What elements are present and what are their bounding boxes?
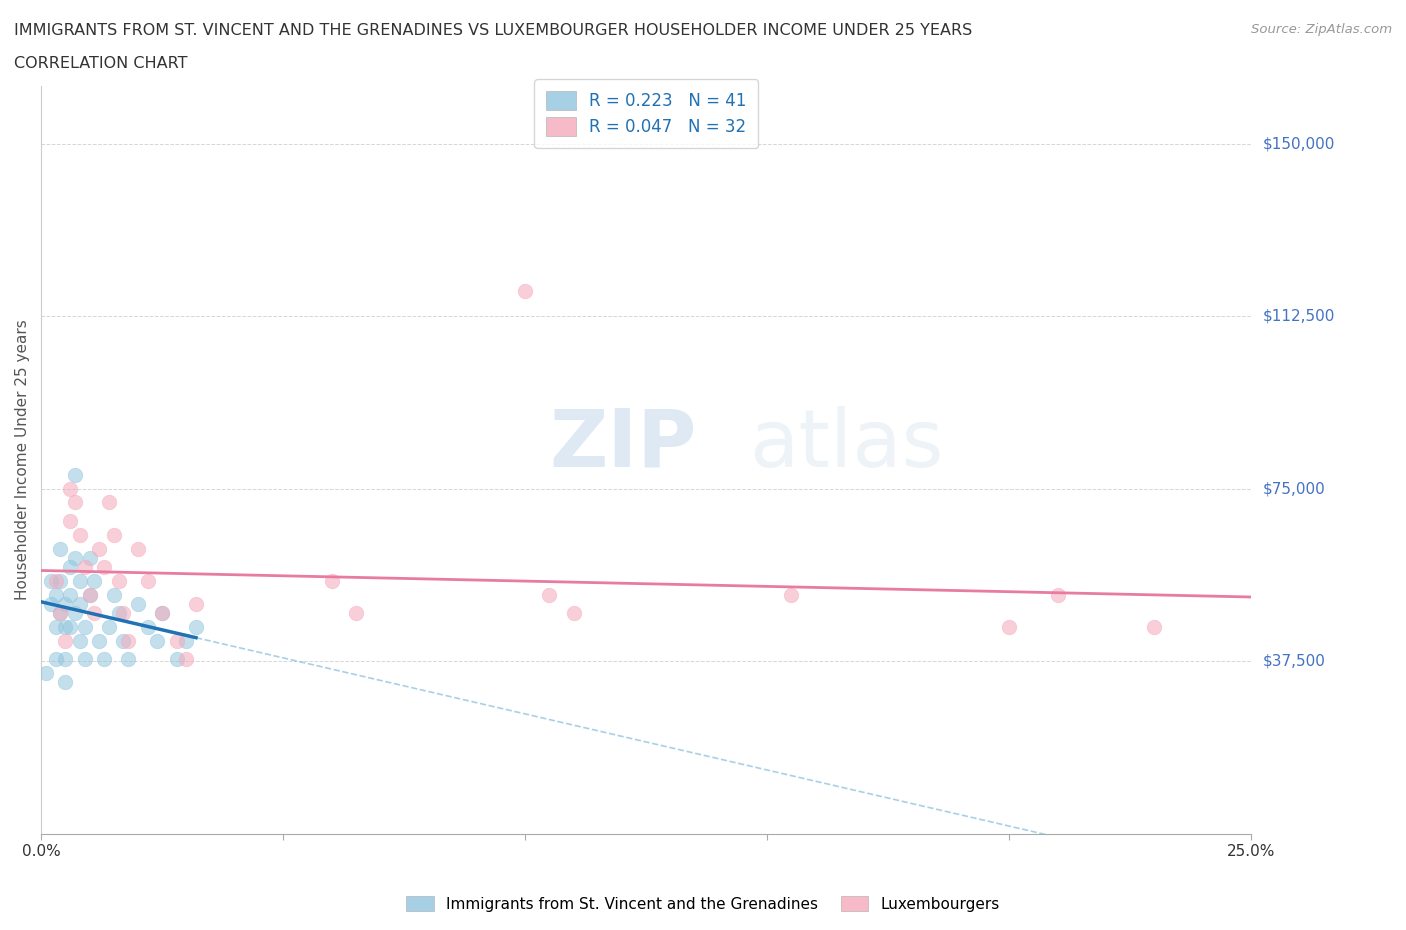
Point bbox=[79, 551, 101, 565]
Point bbox=[35, 665, 58, 680]
Point bbox=[136, 619, 159, 634]
Point bbox=[150, 605, 173, 620]
Text: IMMIGRANTS FROM ST. VINCENT AND THE GRENADINES VS LUXEMBOURGER HOUSEHOLDER INCOM: IMMIGRANTS FROM ST. VINCENT AND THE GREN… bbox=[14, 23, 973, 38]
Point bbox=[53, 633, 76, 648]
Point bbox=[49, 573, 72, 588]
Point bbox=[107, 573, 129, 588]
Point bbox=[117, 652, 139, 667]
Point bbox=[117, 633, 139, 648]
Text: $37,500: $37,500 bbox=[1263, 654, 1326, 669]
Point bbox=[63, 495, 86, 510]
Point bbox=[515, 284, 537, 299]
Point bbox=[97, 495, 120, 510]
Point bbox=[53, 652, 76, 667]
Point bbox=[59, 587, 82, 602]
Point bbox=[103, 587, 125, 602]
Point bbox=[184, 596, 207, 611]
Point bbox=[107, 605, 129, 620]
Text: atlas: atlas bbox=[749, 406, 943, 484]
Point bbox=[176, 652, 198, 667]
Point bbox=[103, 527, 125, 542]
Point bbox=[89, 541, 111, 556]
Point bbox=[112, 605, 135, 620]
Point bbox=[93, 560, 115, 575]
Point bbox=[184, 619, 207, 634]
Point bbox=[45, 619, 67, 634]
Point bbox=[49, 605, 72, 620]
Y-axis label: Householder Income Under 25 years: Householder Income Under 25 years bbox=[15, 320, 30, 600]
Point bbox=[1143, 619, 1166, 634]
Point bbox=[59, 481, 82, 496]
Point bbox=[344, 605, 367, 620]
Point bbox=[166, 652, 188, 667]
Text: CORRELATION CHART: CORRELATION CHART bbox=[14, 56, 187, 71]
Point bbox=[83, 573, 105, 588]
Point bbox=[69, 527, 91, 542]
Point bbox=[63, 551, 86, 565]
Point bbox=[59, 513, 82, 528]
Point bbox=[538, 587, 561, 602]
Legend: R = 0.223   N = 41, R = 0.047   N = 32: R = 0.223 N = 41, R = 0.047 N = 32 bbox=[534, 79, 758, 148]
Point bbox=[321, 573, 343, 588]
Point bbox=[562, 605, 585, 620]
Point bbox=[53, 674, 76, 689]
Text: Source: ZipAtlas.com: Source: ZipAtlas.com bbox=[1251, 23, 1392, 36]
Point bbox=[49, 541, 72, 556]
Point bbox=[166, 633, 188, 648]
Text: $75,000: $75,000 bbox=[1263, 481, 1324, 497]
Point bbox=[83, 605, 105, 620]
Point bbox=[136, 573, 159, 588]
Point bbox=[1046, 587, 1069, 602]
Legend: Immigrants from St. Vincent and the Grenadines, Luxembourgers: Immigrants from St. Vincent and the Gren… bbox=[401, 889, 1005, 918]
Point bbox=[150, 605, 173, 620]
Point bbox=[112, 633, 135, 648]
Point bbox=[79, 587, 101, 602]
Point bbox=[176, 633, 198, 648]
Point bbox=[53, 596, 76, 611]
Point bbox=[59, 619, 82, 634]
Point bbox=[63, 605, 86, 620]
Point bbox=[127, 596, 149, 611]
Text: $150,000: $150,000 bbox=[1263, 136, 1334, 151]
Point bbox=[45, 573, 67, 588]
Point bbox=[69, 596, 91, 611]
Point bbox=[73, 652, 96, 667]
Point bbox=[998, 619, 1021, 634]
Point bbox=[93, 652, 115, 667]
Point bbox=[59, 560, 82, 575]
Point bbox=[97, 619, 120, 634]
Point bbox=[127, 541, 149, 556]
Point bbox=[79, 587, 101, 602]
Text: ZIP: ZIP bbox=[550, 406, 696, 484]
Point bbox=[45, 587, 67, 602]
Text: $112,500: $112,500 bbox=[1263, 309, 1334, 324]
Point bbox=[73, 619, 96, 634]
Point bbox=[89, 633, 111, 648]
Point bbox=[49, 605, 72, 620]
Point bbox=[39, 573, 62, 588]
Point bbox=[63, 468, 86, 483]
Point bbox=[45, 652, 67, 667]
Point bbox=[39, 596, 62, 611]
Point bbox=[146, 633, 169, 648]
Point bbox=[73, 560, 96, 575]
Point bbox=[780, 587, 803, 602]
Point bbox=[53, 619, 76, 634]
Point bbox=[69, 573, 91, 588]
Point bbox=[69, 633, 91, 648]
